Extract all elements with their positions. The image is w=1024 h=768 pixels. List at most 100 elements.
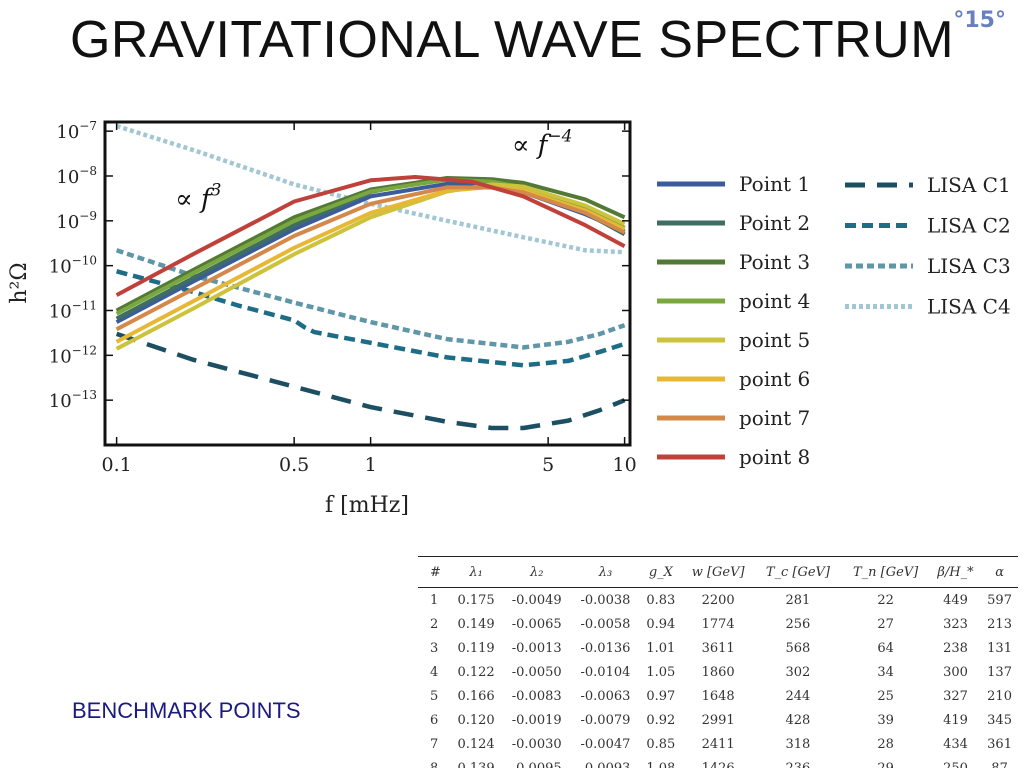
table-cell: 361 bbox=[987, 736, 1012, 752]
legend-label-lisa-c2: LISA C2 bbox=[927, 214, 1011, 238]
legend-label-point-2: Point 2 bbox=[739, 211, 810, 235]
table-cell: 2200 bbox=[701, 592, 735, 608]
gw-spectrum-chart: 10−7 10−8 10−9 10−10 10−11 10−12 10−13 0.1 0.5 1… bbox=[7, 119, 1011, 518]
legend-label-lisa-c4: LISA C4 bbox=[927, 295, 1011, 319]
legend-label-point-1: Point 1 bbox=[739, 172, 810, 196]
table-cell: -0.0013 bbox=[511, 640, 562, 656]
y-axis-label: h²Ω bbox=[7, 262, 32, 303]
x-tick-label: 1 bbox=[365, 454, 377, 476]
table-cell: -0.0093 bbox=[580, 760, 631, 768]
benchmark-table-container: # λ₁ λ₂ λ₃ g_X w [GeV] T_c [GeV] T_n [GeV] β/H_*… bbox=[418, 556, 1018, 768]
table-cell: 0.124 bbox=[457, 736, 495, 752]
table-cell: -0.0095 bbox=[511, 760, 562, 768]
table-row: 1 0.175 -0.0049 -0.0038 0.83 2200 281 22 449 597 bbox=[418, 588, 1018, 613]
table-cell: 568 bbox=[785, 640, 811, 656]
series-line-lisa-c3 bbox=[115, 248, 626, 350]
table-cell: 0.120 bbox=[457, 712, 495, 728]
x-axis-label: f [mHz] bbox=[325, 493, 409, 518]
benchmark-points-label: BENCHMARK POINTS bbox=[72, 698, 301, 723]
table-header-cell: λ₁ bbox=[449, 556, 503, 588]
table-cell: -0.0058 bbox=[580, 616, 631, 632]
plot-frame bbox=[103, 120, 632, 447]
table-cell: 0.94 bbox=[646, 616, 676, 632]
table-row: 6 0.120 -0.0019 -0.0079 0.92 2991 428 39 419 345 bbox=[418, 708, 1018, 732]
table-cell: -0.0065 bbox=[511, 616, 562, 632]
table-cell: 1426 bbox=[701, 760, 735, 768]
legend-label-point-4: point 4 bbox=[739, 289, 810, 313]
table-row: 8 0.139 -0.0095 -0.0093 1.08 1426 236 29 250 87 bbox=[418, 756, 1018, 768]
table-row: 4 0.122 -0.0050 -0.0104 1.05 1860 302 34 300 137 bbox=[418, 660, 1018, 684]
table-header-row: # λ₁ λ₂ λ₃ g_X w [GeV] T_c [GeV] T_n [GeV] β/H_*… bbox=[418, 556, 1018, 588]
table-cell: 0.92 bbox=[646, 712, 676, 728]
table-cell: 0.149 bbox=[457, 616, 495, 632]
y-tick-label: 10−11 bbox=[49, 298, 97, 322]
table-cell: 39 bbox=[877, 712, 894, 728]
table-cell: 0.97 bbox=[646, 688, 676, 704]
y-tick-label: 10−12 bbox=[49, 343, 97, 367]
table-cell: -0.0049 bbox=[511, 592, 562, 608]
legend-label-point-6: point 6 bbox=[739, 367, 810, 391]
table-cell: 302 bbox=[785, 664, 811, 680]
y-tick-label: 10−8 bbox=[56, 164, 97, 188]
benchmark-table: # λ₁ λ₂ λ₃ g_X w [GeV] T_c [GeV] T_n [GeV] β/H_*… bbox=[418, 556, 1018, 768]
table-cell: 2991 bbox=[701, 712, 735, 728]
y-tick-label: 10−13 bbox=[49, 388, 97, 412]
x-tick-label: 5 bbox=[542, 454, 554, 476]
table-cell: 1.08 bbox=[646, 760, 676, 768]
table-cell: 5 bbox=[430, 688, 439, 704]
table-cell: 131 bbox=[987, 640, 1012, 656]
annotations: ∝ f3 ∝ f−4 bbox=[175, 126, 572, 214]
series-line-lisa-c4 bbox=[115, 123, 625, 255]
table-cell: 1648 bbox=[701, 688, 735, 704]
table-cell: 1.01 bbox=[646, 640, 676, 656]
table-cell: -0.0038 bbox=[580, 592, 631, 608]
table-header-cell: λ₃ bbox=[571, 556, 640, 588]
table-cell: 281 bbox=[785, 592, 811, 608]
table-header-cell: g_X bbox=[639, 556, 682, 588]
table-cell: 64 bbox=[877, 640, 894, 656]
table-cell: -0.0104 bbox=[580, 664, 631, 680]
y-tick-label: 10−9 bbox=[56, 209, 97, 233]
table-cell: 1860 bbox=[701, 664, 735, 680]
table-cell: 236 bbox=[785, 760, 811, 768]
table-cell: 428 bbox=[785, 712, 811, 728]
table-header-cell: β/H_* bbox=[929, 556, 982, 588]
table-cell: -0.0047 bbox=[580, 736, 631, 752]
power-law-annotation: ∝ f3 bbox=[175, 180, 221, 214]
series-line-lisa-c1 bbox=[115, 331, 626, 431]
series-line-lisa-c2 bbox=[116, 269, 626, 368]
chart-legend: Point 1 Point 2 Point 3 point 4 point 5 point… bbox=[657, 172, 1011, 469]
series-line-point-6 bbox=[115, 184, 626, 344]
slide-title: GRAVITATIONAL WAVE SPECTRUM bbox=[69, 11, 955, 69]
table-cell: 244 bbox=[785, 688, 811, 704]
table-cell: 3611 bbox=[701, 640, 735, 656]
table-cell: 597 bbox=[987, 592, 1012, 608]
table-cell: 300 bbox=[943, 664, 968, 680]
table-cell: 345 bbox=[987, 712, 1012, 728]
table-cell: 1.05 bbox=[646, 664, 676, 680]
table-cell: 7 bbox=[430, 736, 439, 752]
y-tick-label: 10−10 bbox=[49, 254, 97, 278]
table-cell: 238 bbox=[943, 640, 968, 656]
table-header-cell: T_c [GeV] bbox=[754, 556, 842, 588]
table-cell: 0.139 bbox=[457, 760, 495, 768]
table-cell: 2411 bbox=[701, 736, 735, 752]
slide-number: °15° bbox=[953, 8, 1006, 33]
legend-label-lisa-c3: LISA C3 bbox=[927, 254, 1011, 278]
series-line-point-7 bbox=[115, 185, 626, 332]
table-cell: 137 bbox=[987, 664, 1012, 680]
table-cell: 0.85 bbox=[646, 736, 676, 752]
table-cell: 213 bbox=[987, 616, 1012, 632]
table-row: 5 0.166 -0.0083 -0.0063 0.97 1648 244 25 327 210 bbox=[418, 684, 1018, 708]
x-axis-ticks: 0.1 0.5 1 5 10 bbox=[102, 122, 637, 476]
table-cell: 2 bbox=[430, 616, 439, 632]
series-line-point-8 bbox=[115, 175, 626, 297]
table-cell: 419 bbox=[943, 712, 968, 728]
table-cell: -0.0079 bbox=[580, 712, 631, 728]
table-cell: 34 bbox=[877, 664, 894, 680]
legend-label-lisa-c1: LISA C1 bbox=[927, 173, 1011, 197]
plot-lines bbox=[115, 123, 626, 431]
legend-label-point-7: point 7 bbox=[739, 406, 810, 430]
table-cell: -0.0063 bbox=[580, 688, 631, 704]
table-cell: -0.0030 bbox=[511, 736, 562, 752]
